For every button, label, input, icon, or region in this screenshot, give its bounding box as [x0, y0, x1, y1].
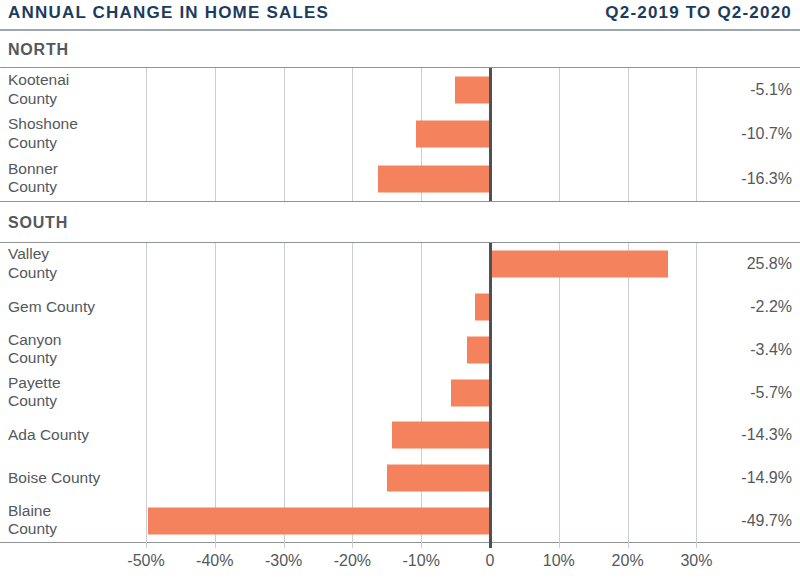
value-bar	[467, 336, 490, 363]
value-bar	[475, 294, 490, 321]
chart-title: ANNUAL CHANGE IN HOME SALES	[8, 3, 329, 23]
axis-tick-label: -30%	[265, 552, 302, 570]
chart-row-kootenai-county: Kootenai County -5.1%	[0, 68, 800, 112]
value-bar	[387, 464, 490, 491]
value-label: -14.3%	[741, 426, 792, 444]
chart-header: ANNUAL CHANGE IN HOME SALES Q2-2019 TO Q…	[0, 0, 800, 31]
value-label: -10.7%	[741, 125, 792, 143]
value-bar	[490, 251, 668, 278]
axis-tick-label: 0	[486, 552, 495, 570]
category-label: Shoshone County	[8, 116, 78, 153]
section-label-north: NORTH	[8, 41, 792, 59]
value-label: -2.2%	[750, 298, 792, 316]
value-label: -5.7%	[750, 384, 792, 402]
axis-tick-label: -10%	[403, 552, 440, 570]
category-label: Kootenai County	[8, 72, 69, 109]
chart-row-canyon-county: Canyon County -3.4%	[0, 328, 800, 371]
value-bar	[451, 379, 490, 406]
chart-row-gem-county: Gem County -2.2%	[0, 286, 800, 329]
chart-row-ada-county: Ada County -14.3%	[0, 414, 800, 457]
value-bar	[148, 507, 490, 534]
category-label: Canyon County	[8, 331, 61, 368]
value-bar	[378, 165, 490, 192]
category-label: Ada County	[8, 426, 89, 445]
axis-tick-label: 20%	[612, 552, 644, 570]
chart-row-shoshone-county: Shoshone County -10.7%	[0, 112, 800, 156]
section-south-header: SOUTH	[0, 202, 800, 242]
category-label: Boise County	[8, 469, 100, 488]
zero-axis-line	[489, 68, 492, 201]
value-bar	[416, 121, 490, 148]
x-axis: -50% -40% -30% -20% -10% 0 10% 20% 30%	[0, 543, 800, 575]
axis-tick-label: 10%	[543, 552, 575, 570]
chart-row-payette-county: Payette County -5.7%	[0, 371, 800, 414]
chart-block-north: Kootenai County -5.1% Shoshone County -10.7…	[0, 67, 800, 202]
chart-row-bonner-county: Bonner County -16.3%	[0, 157, 800, 201]
value-label: -3.4%	[750, 341, 792, 359]
chart-block-south: Valley County 25.8% Gem County -2.2% Canyon …	[0, 242, 800, 543]
zero-axis-line	[489, 243, 492, 548]
category-label: Payette County	[8, 374, 61, 411]
value-label: -16.3%	[741, 170, 792, 188]
chart-row-valley-county: Valley County 25.8%	[0, 243, 800, 286]
value-label: -14.9%	[741, 469, 792, 487]
value-bar	[455, 77, 490, 104]
home-sales-chart: ANNUAL CHANGE IN HOME SALES Q2-2019 TO Q…	[0, 0, 800, 580]
chart-period: Q2-2019 TO Q2-2020	[605, 3, 792, 23]
category-label: Bonner County	[8, 160, 58, 197]
value-label: -5.1%	[750, 81, 792, 99]
value-bar	[392, 422, 490, 449]
category-label: Valley County	[8, 246, 57, 283]
category-label: Blaine County	[8, 502, 57, 539]
axis-tick-label: 30%	[680, 552, 712, 570]
axis-tick-label: -40%	[196, 552, 233, 570]
value-label: -49.7%	[741, 512, 792, 530]
axis-tick-label: -50%	[127, 552, 164, 570]
section-north-header: NORTH	[0, 31, 800, 67]
axis-tick-label: -20%	[334, 552, 371, 570]
chart-row-blaine-county: Blaine County -49.7%	[0, 499, 800, 542]
category-label: Gem County	[8, 298, 95, 317]
section-label-south: SOUTH	[8, 214, 792, 232]
value-label: 25.8%	[747, 255, 792, 273]
chart-row-boise-county: Boise County -14.9%	[0, 457, 800, 500]
